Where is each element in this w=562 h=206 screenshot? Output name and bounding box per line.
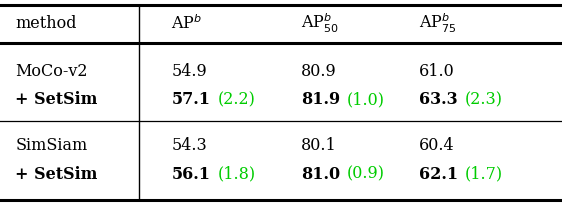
Text: (0.9): (0.9) [347, 166, 385, 183]
Text: (1.8): (1.8) [217, 166, 256, 183]
Text: AP$^b$: AP$^b$ [171, 14, 202, 33]
Text: 62.1: 62.1 [419, 166, 458, 183]
Text: AP$^b_{50}$: AP$^b_{50}$ [301, 12, 339, 35]
Text: + SetSim: + SetSim [15, 91, 98, 108]
Text: (1.7): (1.7) [465, 166, 503, 183]
Text: (2.3): (2.3) [465, 91, 503, 108]
Text: 80.9: 80.9 [301, 63, 337, 80]
Text: 54.9: 54.9 [171, 63, 207, 80]
Text: SimSiam: SimSiam [15, 137, 88, 154]
Text: MoCo-v2: MoCo-v2 [15, 63, 88, 80]
Text: 54.3: 54.3 [171, 137, 207, 154]
Text: (2.2): (2.2) [217, 91, 255, 108]
Text: (1.0): (1.0) [347, 91, 385, 108]
Text: method: method [15, 15, 76, 32]
Text: 57.1: 57.1 [171, 91, 210, 108]
Text: AP$^b_{75}$: AP$^b_{75}$ [419, 12, 456, 35]
Text: 60.4: 60.4 [419, 137, 454, 154]
Text: + SetSim: + SetSim [15, 166, 98, 183]
Text: 81.9: 81.9 [301, 91, 340, 108]
Text: 56.1: 56.1 [171, 166, 210, 183]
Text: 61.0: 61.0 [419, 63, 455, 80]
Text: 81.0: 81.0 [301, 166, 340, 183]
Text: 63.3: 63.3 [419, 91, 457, 108]
Text: 80.1: 80.1 [301, 137, 337, 154]
